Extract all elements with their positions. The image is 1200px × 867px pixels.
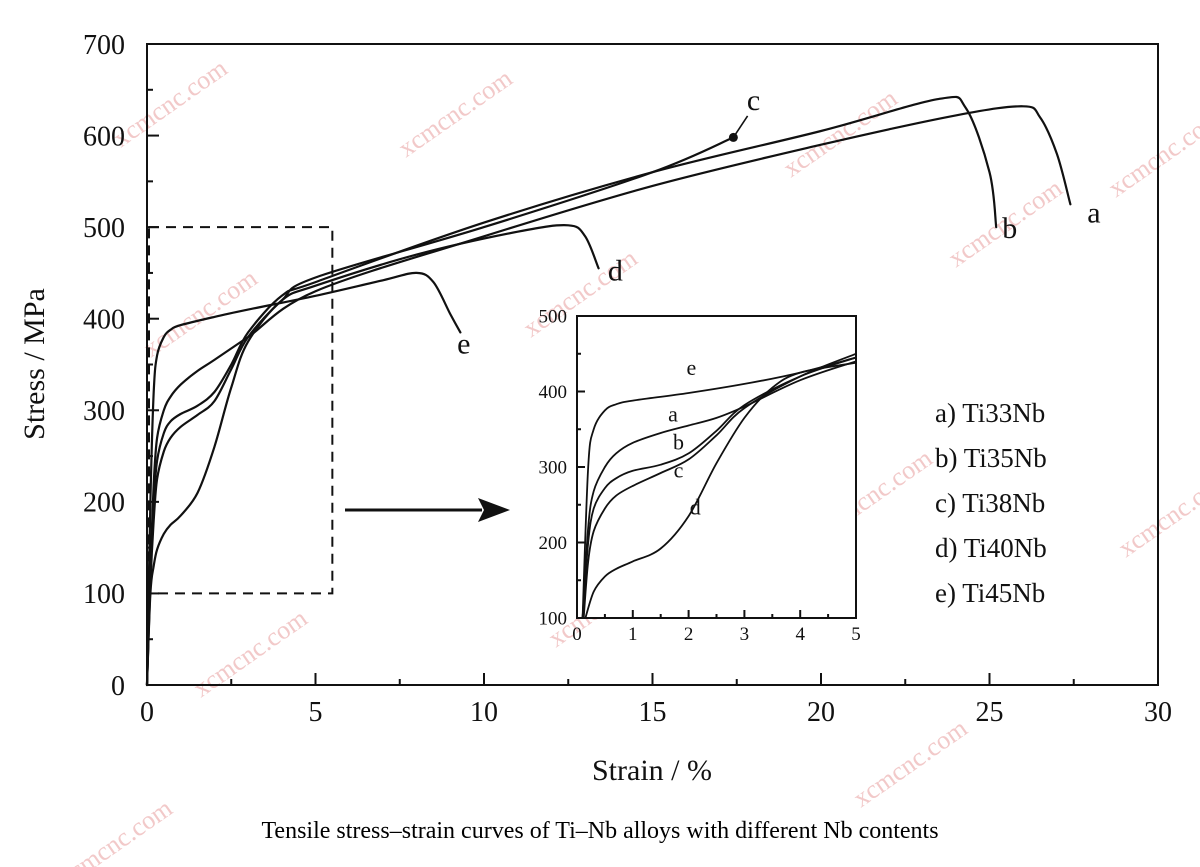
x-tick-label: 10 [470,697,498,728]
x-tick-label: 30 [1144,697,1172,728]
curve-label-b: b [673,430,684,455]
x-tick-label: 3 [740,624,750,645]
main-y-ticks: 0 100 200 300 400 500 600 700 [83,30,159,702]
x-axis-label: Strain / % [592,754,712,787]
inset-y-ticks: 100 200 300 400 500 [539,307,585,630]
main-series-lines [145,95,1072,687]
series-line-c [145,136,735,687]
main-curve-labels: a b c d e [457,84,1101,361]
series-line-c [582,352,857,619]
legend-entry-d: d) Ti40Nb [935,533,1047,563]
x-tick-label: 20 [807,697,835,728]
zoom-arrowhead [478,498,510,522]
legend: a) Ti33Nb b) Ti35Nb c) Ti38Nb d) Ti40Nb … [935,398,1047,608]
curve-label-a: a [1087,197,1100,230]
y-tick-label: 700 [83,30,125,61]
x-tick-label: 4 [795,624,805,645]
y-tick-label: 300 [83,396,125,427]
inset-x-ticks: 0 1 2 3 4 5 [572,610,861,645]
curve-label-c: c [747,84,760,117]
figure-caption: Tensile stress–strain curves of Ti–Nb al… [261,818,939,844]
watermark-text: xcmcnc.com [188,603,313,703]
curve-label-e: e [687,355,697,380]
y-tick-label: 500 [83,213,125,244]
inset-plot-frame [576,315,857,619]
series-line-e [581,356,857,619]
x-tick-label: 0 [572,624,582,645]
end-marker-c [728,132,738,142]
watermark-text: xcmcnc.com [848,713,973,813]
watermark-text: xcmcnc.com [1113,463,1200,563]
curve-label-d: d [608,254,623,287]
y-tick-label: 100 [539,609,568,630]
legend-entry-c: c) Ti38Nb [935,488,1045,518]
watermark-text: xcmcnc.com [393,63,518,163]
x-tick-label: 1 [628,624,638,645]
series-line-a [145,105,1072,687]
main-x-ticks: 0 5 10 15 20 25 30 [140,673,1172,728]
y-tick-label: 500 [539,307,568,328]
y-tick-label: 200 [539,533,568,554]
watermark-text: xcmcnc.com [108,53,233,153]
x-tick-label: 5 [309,697,323,728]
inset-series-lines [581,352,857,619]
curve-label-c: c [674,458,684,483]
y-tick-label: 0 [111,671,125,702]
curve-label-a: a [668,402,678,427]
x-tick-label: 5 [851,624,861,645]
zoom-region-box [148,226,334,595]
x-tick-label: 0 [140,697,154,728]
y-tick-label: 200 [83,488,125,519]
watermark-text: xcmcnc.com [1103,103,1200,203]
series-line-b [581,356,857,619]
legend-entry-e: e) Ti45Nb [935,578,1045,608]
curve-label-e: e [457,328,470,361]
x-tick-label: 15 [639,697,667,728]
y-tick-label: 400 [539,382,568,403]
y-tick-label: 600 [83,121,125,152]
x-tick-label: 25 [976,697,1004,728]
legend-entry-a: a) Ti33Nb [935,398,1045,428]
y-tick-label: 400 [83,305,125,336]
curve-label-d: d [690,495,701,520]
y-tick-label: 100 [83,579,125,610]
watermark-text: xcmcnc.com [778,83,903,183]
series-line-d [584,361,857,619]
legend-entry-b: b) Ti35Nb [935,443,1047,473]
series-line-d [145,224,600,687]
series-line-b [145,95,998,687]
x-tick-label: 2 [684,624,694,645]
y-tick-label: 300 [539,458,568,479]
end-marker-layer [728,115,749,142]
curve-label-b: b [1002,212,1017,245]
zoom-arrow [345,498,510,522]
y-axis-label: Stress / MPa [18,288,51,440]
series-line-e [145,271,462,687]
